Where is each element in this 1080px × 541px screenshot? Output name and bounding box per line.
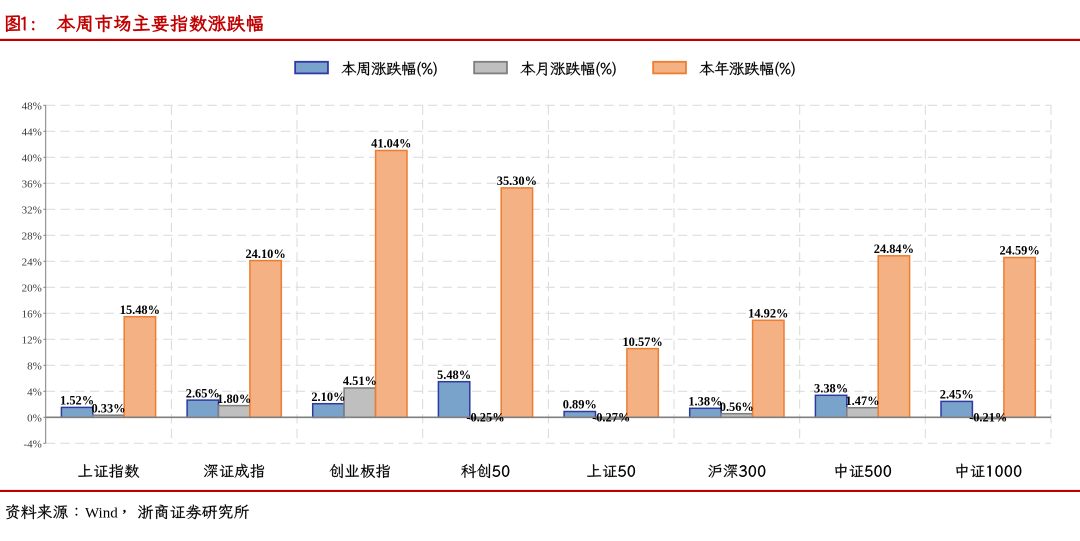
svg-text:1.52%: 1.52% [60, 394, 94, 408]
svg-text:Wind: Wind [85, 506, 118, 522]
svg-text:20%: 20% [22, 283, 42, 295]
svg-text:48%: 48% [22, 101, 42, 113]
svg-text:28%: 28% [22, 231, 42, 243]
svg-text:35.30%: 35.30% [497, 174, 537, 188]
svg-text:1.47%: 1.47% [845, 394, 879, 408]
svg-text:-0.25%: -0.25% [466, 411, 504, 425]
svg-text:24.84%: 24.84% [874, 242, 914, 256]
svg-text:-4%: -4% [23, 439, 41, 451]
svg-text:2.10%: 2.10% [311, 390, 345, 404]
svg-text:32%: 32% [22, 205, 42, 217]
svg-text:4%: 4% [27, 387, 42, 399]
svg-text:-0.21%: -0.21% [969, 411, 1007, 425]
svg-text:2.65%: 2.65% [186, 386, 220, 400]
svg-text:8%: 8% [27, 361, 42, 373]
svg-text:41.04%: 41.04% [371, 137, 411, 151]
svg-text:12%: 12% [22, 335, 42, 347]
svg-text:1.80%: 1.80% [217, 392, 251, 406]
svg-text:24%: 24% [22, 257, 42, 269]
svg-text:44%: 44% [22, 127, 42, 139]
svg-text:0.56%: 0.56% [720, 400, 754, 414]
svg-text:15.48%: 15.48% [120, 303, 160, 317]
svg-text:3.38%: 3.38% [814, 382, 848, 396]
svg-text:16%: 16% [22, 309, 42, 321]
svg-text:0.33%: 0.33% [91, 401, 125, 415]
svg-text:2.45%: 2.45% [940, 388, 974, 402]
svg-text:36%: 36% [22, 179, 42, 191]
svg-text:10.57%: 10.57% [622, 335, 662, 349]
svg-text:5.48%: 5.48% [437, 368, 471, 382]
svg-text:40%: 40% [22, 153, 42, 165]
svg-text:24.10%: 24.10% [245, 247, 285, 261]
svg-text:4.51%: 4.51% [343, 374, 377, 388]
svg-text:0%: 0% [27, 413, 42, 425]
svg-text:1.38%: 1.38% [688, 395, 722, 409]
svg-text:14.92%: 14.92% [748, 307, 788, 321]
svg-text:0.89%: 0.89% [563, 398, 597, 412]
svg-text:-0.27%: -0.27% [592, 411, 630, 425]
svg-text:24.59%: 24.59% [999, 244, 1039, 258]
